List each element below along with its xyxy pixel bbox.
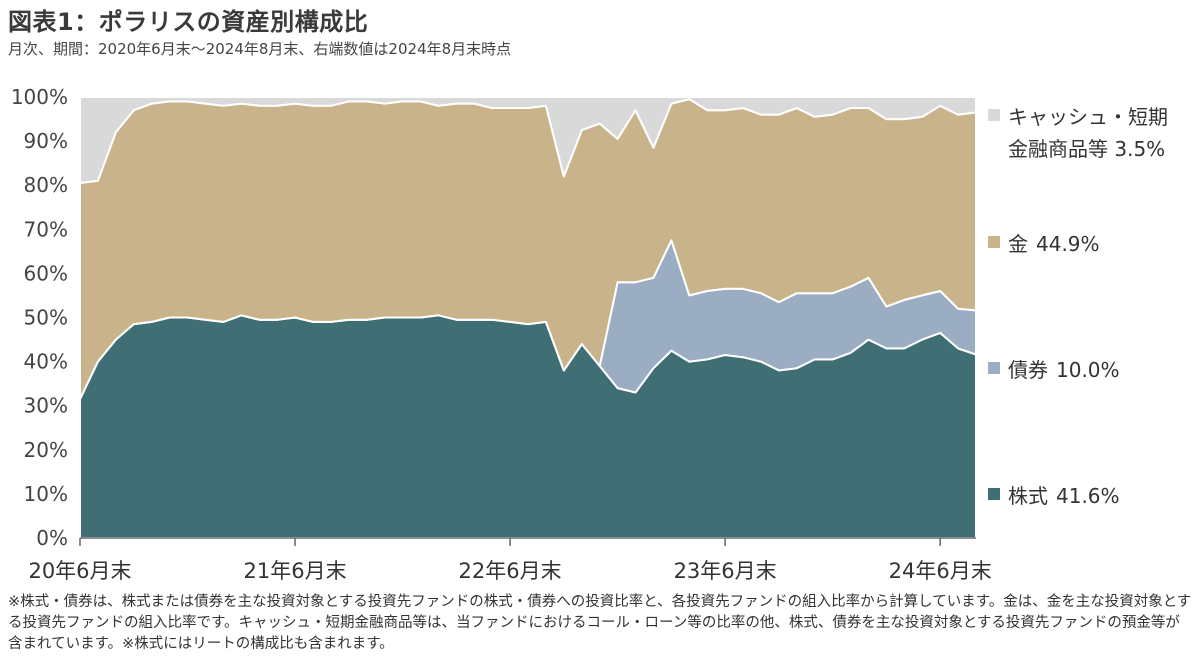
y-tick-label: 20% [24, 438, 68, 462]
legend-stock-value: 41.6% [1056, 484, 1120, 508]
x-tick-label: 21年6月末 [243, 559, 346, 583]
legend-swatch-stock [988, 488, 1000, 500]
y-tick-label: 90% [24, 129, 68, 153]
legend-label-cash-line1: キャッシュ・短期 [1008, 105, 1168, 129]
legend-bond-value: 10.0% [1056, 358, 1120, 382]
x-tick-label: 22年6月末 [459, 559, 562, 583]
legend-label-bond: 債券 10.0% [1008, 358, 1120, 382]
legend-stock-name: 株式 [1008, 484, 1048, 508]
y-tick-label: 50% [24, 306, 68, 330]
chart-areas [79, 96, 977, 539]
legend-bond-name: 債券 [1008, 358, 1048, 382]
chart-legend: キャッシュ・短期 金融商品等 3.5% 金 44.9% 債券 10.0% 株式 41.… [988, 105, 1168, 508]
legend-label-gold: 金 44.9% [1008, 232, 1100, 256]
chart-subtitle: 月次、期間：2020年6月末〜2024年8月末、右端数値は2024年8月末時点 [8, 40, 512, 58]
y-tick-label: 0% [36, 526, 68, 550]
y-tick-label: 70% [24, 217, 68, 241]
y-tick-label: 30% [24, 394, 68, 418]
legend-swatch-cash [988, 109, 1000, 121]
x-tick-label: 24年6月末 [889, 559, 992, 583]
legend-swatch-gold [988, 236, 1000, 248]
x-tick-label: 23年6月末 [674, 559, 777, 583]
legend-swatch-bond [988, 362, 1000, 374]
area-cash [79, 96, 977, 184]
chart-title: 図表1：ポラリスの資産別構成比 [8, 8, 369, 36]
y-tick-label: 100% [11, 85, 68, 109]
legend-gold-value: 44.9% [1036, 232, 1100, 256]
stacked-area-chart: 0% 10% 20% 30% 40% 50% 60% 70% 80% 90% 100% 20年6月末… [11, 85, 1168, 583]
x-tick-label: 20年6月末 [28, 559, 131, 583]
legend-label-cash-line2: 金融商品等 3.5% [1008, 137, 1165, 161]
legend-label-stock: 株式 41.6% [1008, 484, 1120, 508]
y-tick-label: 10% [24, 482, 68, 506]
y-tick-label: 60% [24, 261, 68, 285]
y-axis: 0% 10% 20% 30% 40% 50% 60% 70% 80% 90% 100% [11, 85, 68, 550]
x-axis: 20年6月末 21年6月末 22年6月末 23年6月末 24年6月末 [28, 537, 992, 583]
y-tick-label: 40% [24, 350, 68, 374]
legend-gold-name: 金 [1008, 232, 1028, 256]
y-tick-label: 80% [24, 173, 68, 197]
footnote: ※株式・債券は、株式または債券を主な投資対象とする投資先ファンドの株式・債券への… [8, 594, 1192, 652]
